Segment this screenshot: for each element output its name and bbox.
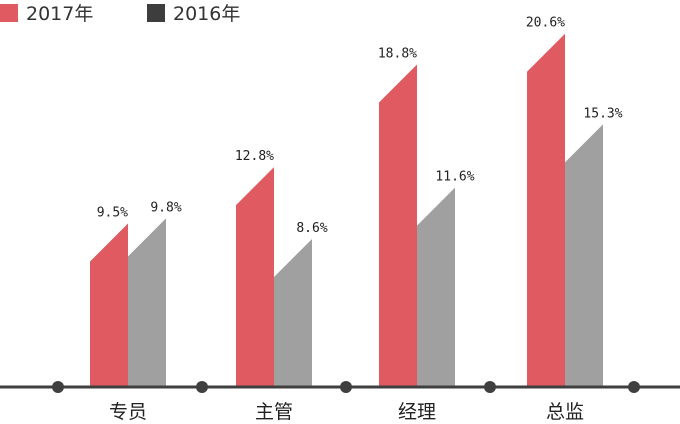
bar-series2-0	[128, 218, 166, 386]
value-label-series1-0: 9.5%	[97, 206, 128, 221]
legend-swatch-2	[147, 4, 165, 22]
axis-dot-2	[340, 381, 352, 393]
axis-dot-3	[484, 381, 496, 393]
value-label-series2-3: 15.3%	[583, 106, 622, 121]
axis-dot-1	[196, 381, 208, 393]
x-tick-label-1: 主管	[255, 401, 293, 423]
x-tick-label-2: 经理	[398, 401, 436, 423]
bar-series1-1	[236, 167, 274, 386]
legend-label-1: 2017年	[26, 3, 93, 25]
bar-series2-2	[417, 187, 455, 386]
value-label-series2-2: 11.6%	[435, 170, 474, 185]
x-tick-label-3: 总监	[546, 401, 584, 423]
legend-label-2: 2016年	[173, 3, 240, 25]
bars-group	[90, 33, 603, 387]
axis-dot-4	[628, 381, 640, 393]
bar-series2-3	[565, 124, 603, 387]
value-label-series1-1: 12.8%	[235, 149, 274, 164]
legend: 2017年 2016年	[0, 3, 240, 25]
bar-series2-1	[274, 238, 312, 386]
value-label-series1-3: 20.6%	[526, 16, 565, 31]
value-label-series2-0: 9.8%	[150, 200, 181, 215]
x-axis	[0, 381, 680, 393]
legend-swatch-1	[0, 4, 18, 22]
value-label-series1-2: 18.8%	[378, 47, 417, 62]
bar-series1-3	[527, 33, 565, 387]
value-label-series2-1: 8.6%	[296, 221, 327, 236]
value-labels-group: 9.5% 9.8% 12.8% 8.6% 18.8% 11.6% 20.6% 15.3%	[97, 16, 623, 236]
x-tick-labels-group: 专员 主管 经理 总监	[109, 401, 584, 423]
axis-dot-0	[52, 381, 64, 393]
x-tick-label-0: 专员	[109, 401, 147, 423]
bar-series1-2	[379, 64, 417, 387]
bar-series1-0	[90, 223, 128, 386]
